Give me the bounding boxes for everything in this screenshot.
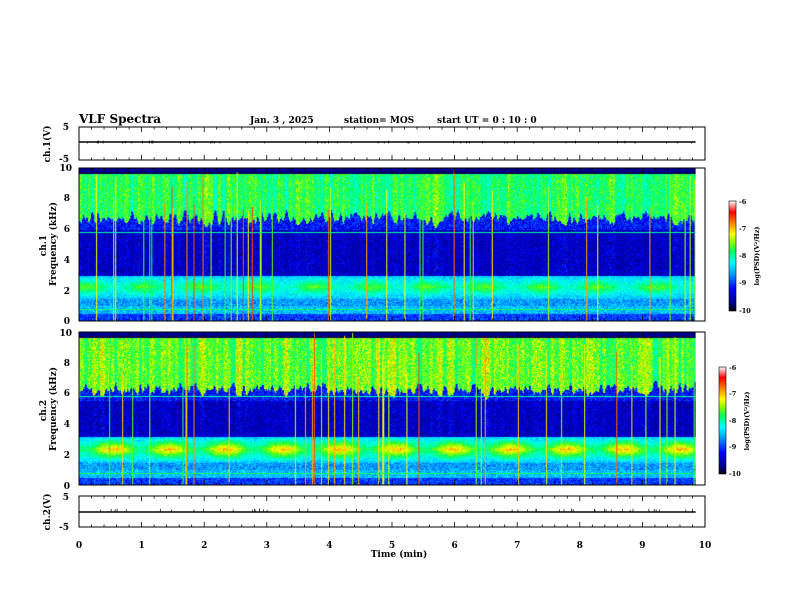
ch1-ytick-top: 5 bbox=[63, 123, 69, 133]
ch1-waveform-frame bbox=[78, 126, 706, 161]
ch1-cb-tick-m7: -7 bbox=[739, 225, 746, 233]
ch1-colorbar bbox=[728, 200, 737, 312]
x-tick-label-5: 5 bbox=[389, 541, 395, 551]
ch2-spectrogram-ylabel: ch.2 Frequency (kHz) bbox=[39, 367, 59, 451]
ch1-ylabel-line1: ch.1 bbox=[39, 235, 49, 256]
ch2-ytick-8: 8 bbox=[64, 359, 70, 369]
start-time-label: start UT = 0 : 10 : 0 bbox=[437, 116, 537, 126]
x-axis-ticks bbox=[78, 127, 706, 527]
date-label: Jan. 3 , 2025 bbox=[249, 116, 314, 126]
ch2-waveform-ylabel: ch.2(V) bbox=[42, 494, 53, 531]
ch1-waveform-ylabel: ch.1(V) bbox=[42, 126, 53, 163]
ch1-spectrogram-panel: 0 2 4 6 8 10 ch.1 Frequency (kHz) bbox=[39, 164, 761, 327]
ch2-cb-tick-m10: -10 bbox=[729, 470, 741, 478]
ch2-cb-tick-m7: -7 bbox=[729, 390, 736, 398]
ch1-ytick-6: 6 bbox=[64, 225, 70, 235]
x-tick-label-4: 4 bbox=[326, 541, 332, 551]
ch1-ytick-0: 0 bbox=[64, 317, 70, 327]
x-tick-label-7: 7 bbox=[514, 541, 520, 551]
x-tick-label-8: 8 bbox=[577, 541, 583, 551]
ch2-ylabel-line1: ch.2 bbox=[39, 400, 49, 421]
x-axis-label: Time (min) bbox=[371, 549, 428, 560]
ch1-ytick-10: 10 bbox=[59, 164, 72, 174]
ch1-cb-tick-m8: -8 bbox=[739, 252, 747, 260]
ch1-waveform-panel: 5 -5 ch.1(V) bbox=[42, 123, 706, 165]
x-tick-label-10: 10 bbox=[699, 541, 712, 551]
ch1-spectrogram-yticks: 0 2 4 6 8 10 bbox=[59, 164, 72, 327]
ch1-waveform-ticks bbox=[87, 140, 692, 144]
ch2-ytick-4: 4 bbox=[64, 420, 70, 430]
ch2-ytick-10: 10 bbox=[59, 329, 72, 339]
ch2-cb-tick-m9: -9 bbox=[729, 443, 737, 451]
ch2-ytick-0: 0 bbox=[64, 482, 70, 492]
ch2-ytick-bottom: -5 bbox=[59, 523, 69, 533]
ch2-ytick-6: 6 bbox=[64, 389, 70, 399]
ch1-cb-tick-m6: -6 bbox=[739, 198, 747, 206]
figure-title: VLF Spectra bbox=[78, 112, 161, 126]
ch1-ytick-2: 2 bbox=[64, 287, 70, 297]
ch1-ylabel-line2: Frequency (kHz) bbox=[48, 202, 59, 286]
ch1-colorbar-label: log(PSD)(V²/Hz) bbox=[753, 227, 761, 286]
ch1-spectrogram-image bbox=[79, 168, 696, 321]
ch2-ytick-2: 2 bbox=[64, 451, 70, 461]
ch1-cb-tick-m10: -10 bbox=[739, 307, 751, 315]
ch1-ytick-4: 4 bbox=[64, 256, 70, 266]
ch2-spectrogram-yticks: 0 2 4 6 8 10 bbox=[59, 329, 72, 492]
x-tick-label-3: 3 bbox=[264, 541, 270, 551]
x-tick-label-9: 9 bbox=[639, 541, 645, 551]
x-axis-tick-labels: 0 1 2 3 4 5 6 7 8 9 10 bbox=[76, 541, 711, 551]
station-label: station= MOS bbox=[344, 116, 414, 126]
x-tick-label-6: 6 bbox=[451, 541, 457, 551]
ch2-spectrogram-panel: 0 2 4 6 8 10 ch.2 Frequency (kHz) -6 -7 … bbox=[39, 329, 751, 492]
ch2-ylabel-line2: Frequency (kHz) bbox=[48, 367, 59, 451]
x-tick-label-2: 2 bbox=[201, 541, 207, 551]
ch2-colorbar bbox=[718, 366, 727, 475]
ch1-ytick-8: 8 bbox=[64, 194, 70, 204]
ch2-cb-tick-m6: -6 bbox=[729, 364, 737, 372]
ch2-waveform-ticks bbox=[100, 508, 693, 512]
ch1-spectrogram-ylabel: ch.1 Frequency (kHz) bbox=[39, 202, 59, 286]
ch1-ytick-bottom: -5 bbox=[59, 155, 69, 165]
ch2-colorbar-label: log(PSD)(V²/Hz) bbox=[743, 392, 751, 451]
ch2-spectrogram-image bbox=[79, 332, 696, 485]
ch2-cb-tick-m8: -8 bbox=[729, 417, 737, 425]
ch2-ytick-top: 5 bbox=[63, 493, 69, 503]
ch1-cb-tick-m9: -9 bbox=[739, 279, 747, 287]
x-tick-label-0: 0 bbox=[76, 541, 82, 551]
x-tick-label-1: 1 bbox=[138, 541, 144, 551]
ch2-waveform-panel: 5 -5 ch.2(V) bbox=[42, 493, 706, 533]
